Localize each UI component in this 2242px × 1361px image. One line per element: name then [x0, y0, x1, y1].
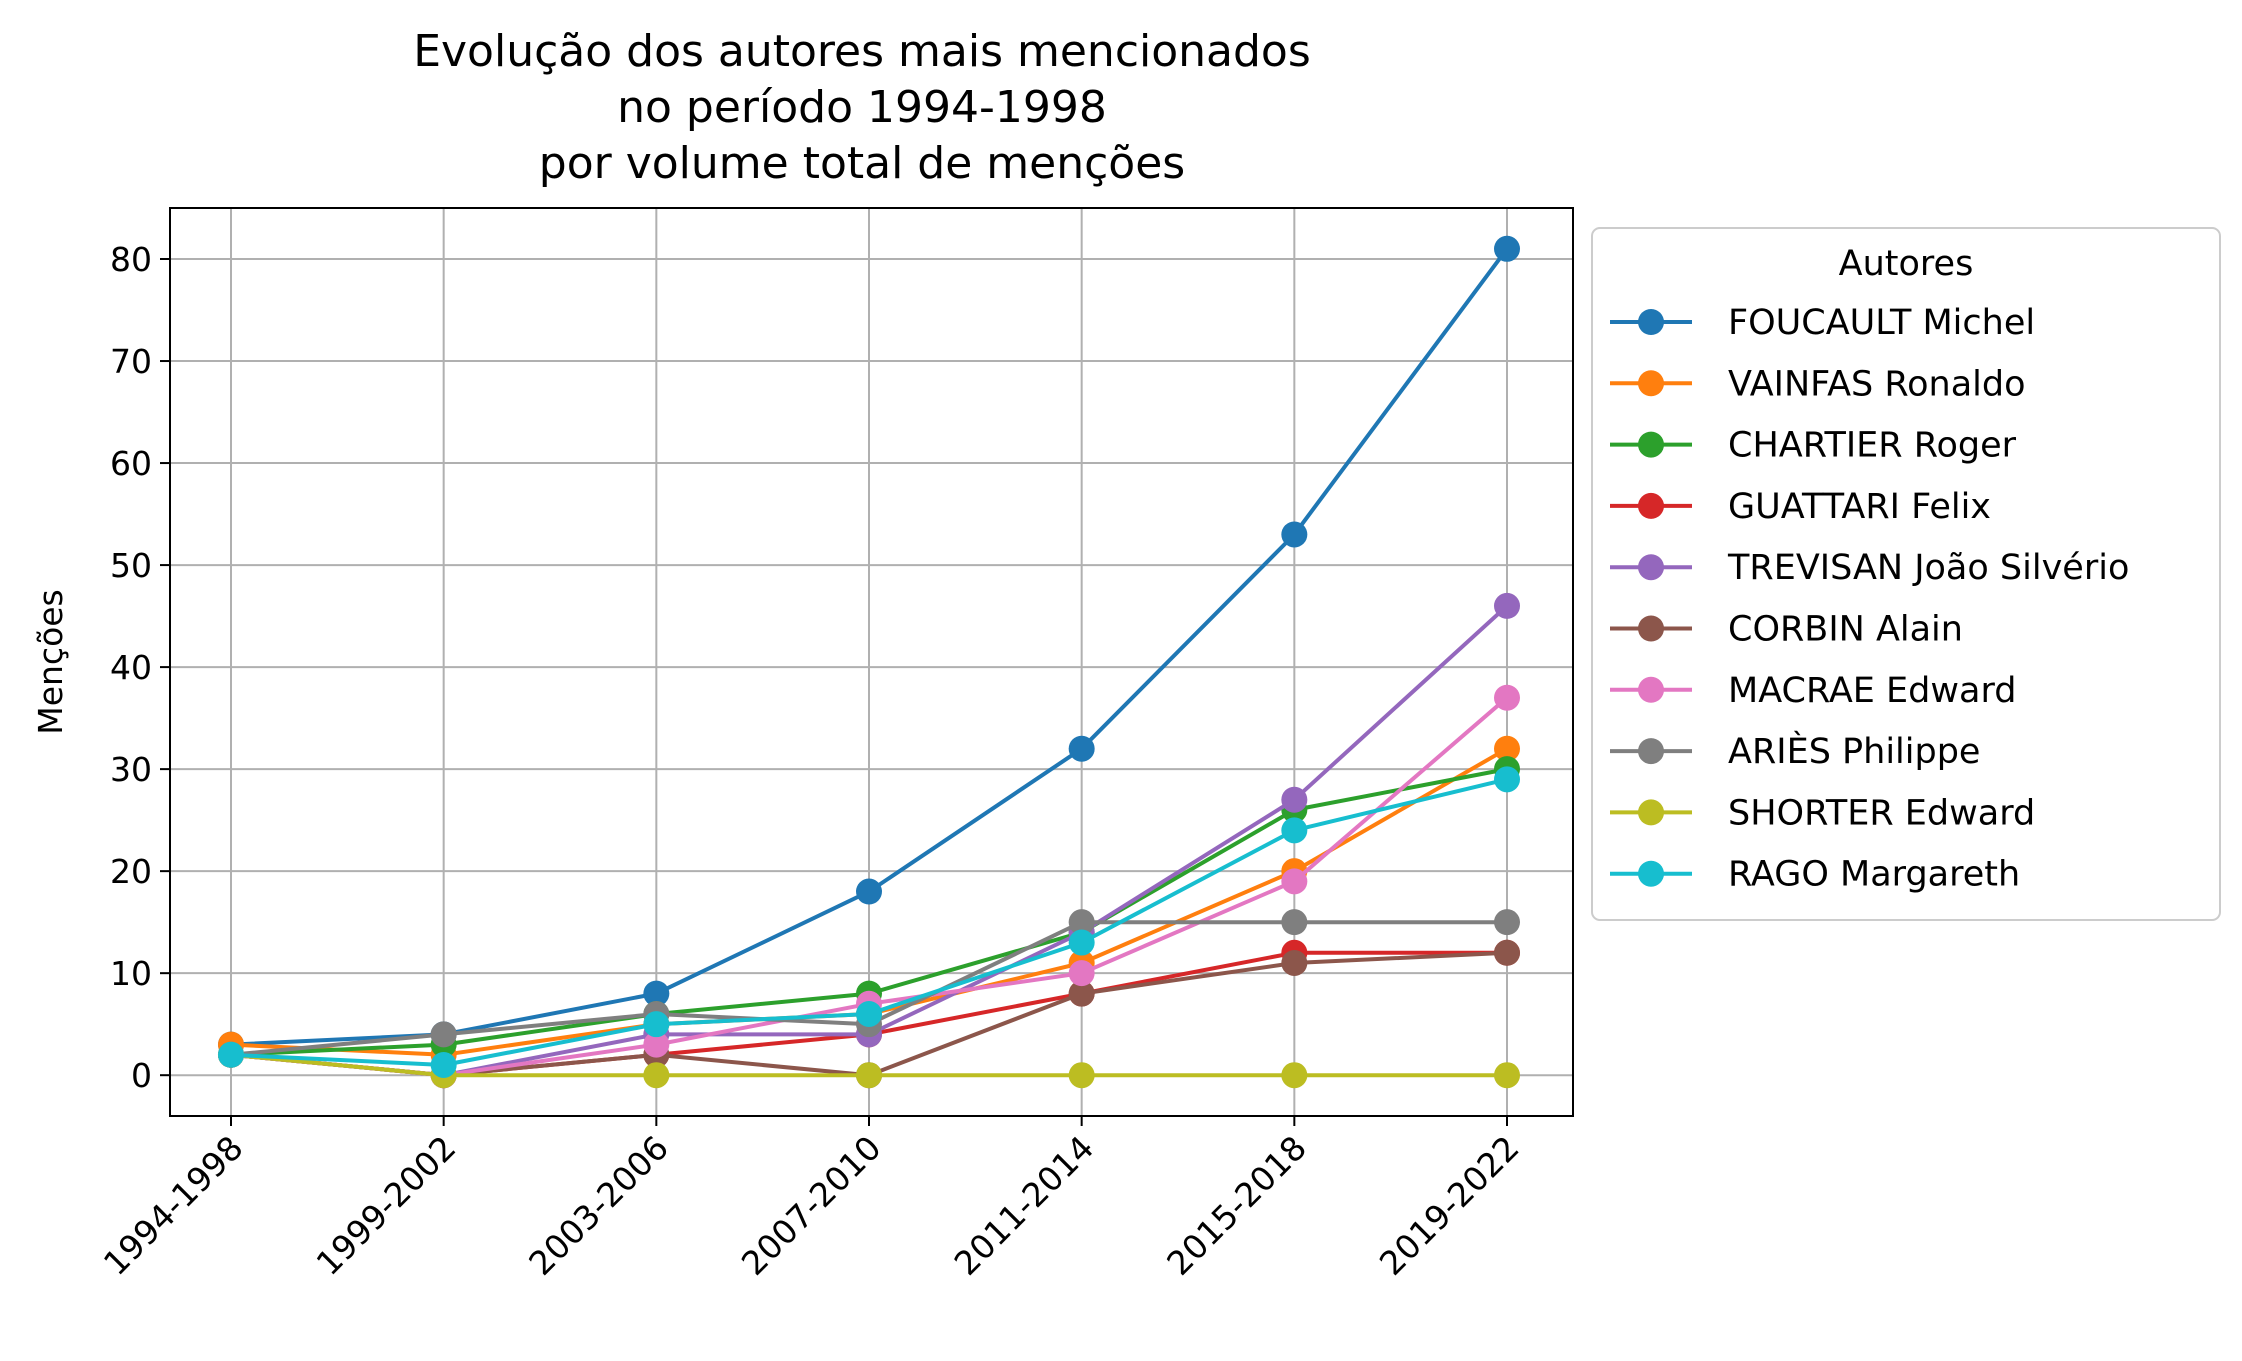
data-point: [1068, 1062, 1095, 1089]
x-tick-label: 2003-2006: [521, 1128, 676, 1283]
legend-marker: [1638, 615, 1664, 642]
legend-marker: [1638, 370, 1664, 397]
legend-marker: [1638, 492, 1664, 519]
title-line-1: Evolução dos autores mais mencionados: [413, 26, 1311, 77]
data-point: [1068, 909, 1095, 936]
data-point: [1494, 1062, 1520, 1089]
data-point: [1494, 939, 1520, 966]
data-point: [218, 1041, 244, 1068]
legend: Autores FOUCAULT Michel VAINFAS Ronaldo CH…: [1591, 227, 2221, 921]
legend-entry: VAINFAS Ronaldo: [1610, 364, 2026, 404]
legend-marker: [1638, 309, 1664, 335]
legend-entry: GUATTARI Felix: [1610, 487, 1991, 527]
data-point: [430, 1021, 457, 1048]
data-point: [1068, 929, 1095, 956]
data-point: [643, 1062, 670, 1089]
chart-title: Evolução dos autores mais mencionados no…: [413, 26, 1311, 189]
legend-label: CHARTIER Roger: [1728, 426, 2017, 466]
x-tick-label: 2007-2010: [734, 1128, 889, 1283]
legend-entry: CHARTIER Roger: [1610, 426, 2017, 466]
legend-frame: [1591, 227, 2221, 921]
legend-label: RAGO Margareth: [1728, 855, 2020, 895]
data-point: [1281, 786, 1308, 813]
y-tick-label: 70: [110, 342, 152, 381]
data-point: [1281, 817, 1308, 844]
y-tick-label: 10: [110, 954, 152, 993]
legend-label: MACRAE Edward: [1728, 671, 2016, 711]
legend-label: VAINFAS Ronaldo: [1728, 364, 2026, 404]
legend-marker: [1638, 676, 1664, 703]
data-point: [643, 1031, 670, 1058]
data-point: [856, 1000, 882, 1027]
y-tick-label: 50: [110, 546, 152, 585]
data-point: [430, 1051, 457, 1078]
legend-entry: TREVISAN João Silvério: [1610, 548, 2129, 588]
x-axis: 1994-1998 1999-2002 2003-2006 2007-2010 2011…: [96, 1116, 1527, 1283]
legend-label: FOUCAULT Michel: [1728, 303, 2035, 343]
y-tick-label: 60: [110, 444, 152, 483]
legend-entry: RAGO Margareth: [1610, 855, 2020, 895]
legend-entry: ARIÈS Philippe: [1610, 730, 1980, 772]
data-point: [1068, 960, 1095, 987]
data-point: [1494, 235, 1520, 262]
plot-frame: [169, 207, 1574, 1117]
data-point: [1494, 735, 1520, 762]
data-point: [1494, 684, 1520, 711]
series-layer: [218, 235, 1520, 1089]
y-tick-label: 80: [110, 240, 152, 279]
grid: [170, 208, 1573, 1116]
legend-marker: [1638, 860, 1664, 887]
data-point: [1068, 735, 1095, 762]
legend-marker: [1638, 554, 1664, 581]
data-point: [1494, 909, 1520, 936]
legend-entry: CORBIN Alain: [1610, 610, 1963, 650]
x-tick-label: 2015-2018: [1159, 1128, 1314, 1283]
title-line-3: por volume total de menções: [539, 138, 1185, 189]
legend-marker: [1638, 799, 1664, 826]
data-point: [856, 878, 882, 905]
title-line-2: no período 1994-1998: [617, 82, 1107, 133]
x-tick-label: 1994-1998: [96, 1128, 251, 1283]
data-point: [1281, 949, 1308, 976]
legend-label: SHORTER Edward: [1728, 793, 2035, 833]
data-point: [643, 980, 670, 1007]
y-tick-label: 0: [131, 1056, 152, 1095]
legend-label: TREVISAN João Silvério: [1727, 548, 2129, 588]
data-point: [643, 1011, 670, 1038]
x-tick-label: 1999-2002: [309, 1128, 464, 1283]
data-point: [1494, 766, 1520, 793]
x-tick-label: 2011-2014: [947, 1128, 1102, 1283]
data-point: [1281, 521, 1308, 548]
data-point: [1494, 592, 1520, 619]
x-tick-label: 2019-2022: [1372, 1128, 1527, 1283]
legend-entry: SHORTER Edward: [1610, 793, 2035, 833]
data-point: [1281, 909, 1308, 936]
y-axis-label: Menções: [31, 589, 70, 735]
data-point: [1281, 868, 1308, 895]
data-point: [856, 1062, 882, 1089]
legend-entry: MACRAE Edward: [1610, 671, 2016, 711]
y-tick-label: 40: [110, 648, 152, 687]
legend-label: CORBIN Alain: [1728, 610, 1963, 650]
legend-marker: [1638, 431, 1664, 458]
legend-title: Autores: [1839, 244, 1974, 284]
legend-label: GUATTARI Felix: [1728, 487, 1991, 527]
legend-marker: [1638, 738, 1664, 765]
y-tick-label: 30: [110, 750, 152, 789]
legend-entry: FOUCAULT Michel: [1610, 303, 2035, 343]
data-point: [1281, 1062, 1308, 1089]
y-tick-label: 20: [110, 852, 152, 891]
y-axis: 0 10 20 30 40 50 60 70 80: [110, 240, 170, 1095]
legend-label: ARIÈS Philippe: [1728, 730, 1980, 772]
data-point: [1068, 980, 1095, 1007]
series: [218, 766, 1520, 1078]
